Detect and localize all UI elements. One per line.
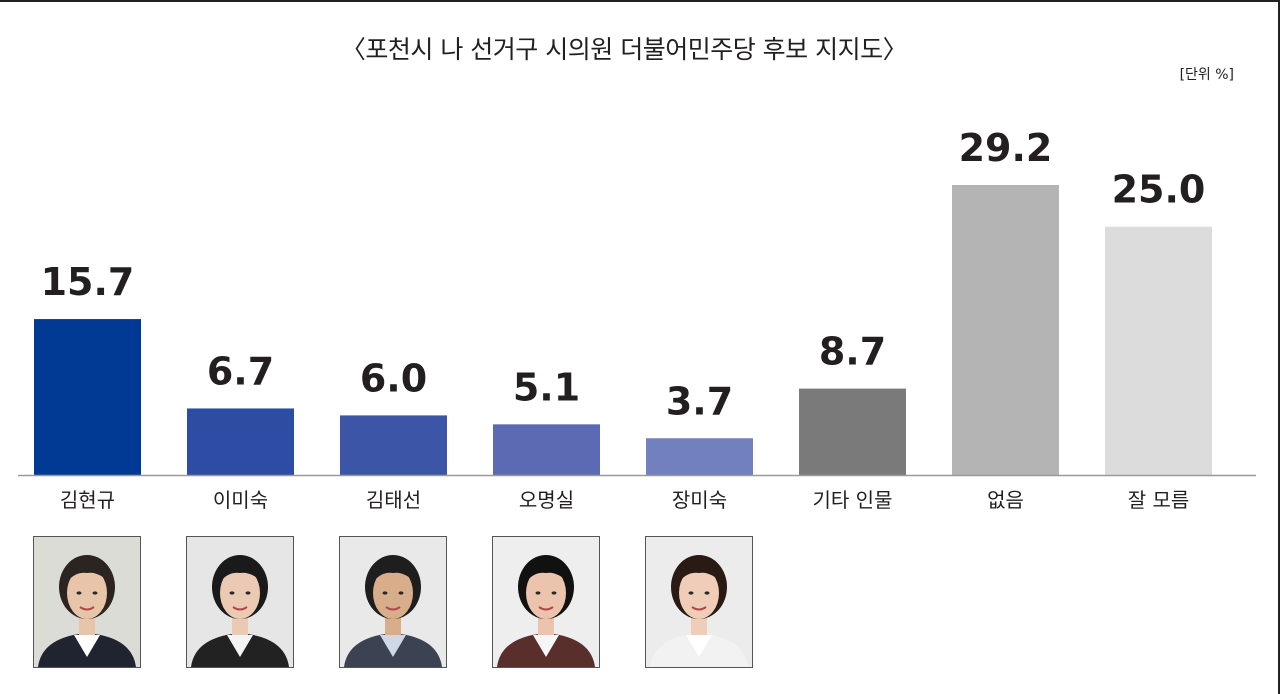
- unit-label: [단위 %]: [1179, 67, 1234, 83]
- value-label-1: 6.7: [207, 349, 274, 393]
- bar-5: [799, 388, 906, 475]
- value-label-0: 15.7: [41, 260, 135, 304]
- bar-1: [187, 408, 294, 475]
- candidate-photo-1: [186, 536, 294, 668]
- category-label-6: 없음: [987, 488, 1024, 512]
- category-label-1: 이미숙: [213, 488, 268, 512]
- value-label-3: 5.1: [513, 365, 580, 409]
- value-label-2: 6.0: [360, 356, 427, 400]
- candidate-photo-3: [492, 536, 600, 668]
- category-label-7: 잘 모름: [1128, 488, 1190, 512]
- bar-chart: 15.7 김현규 6.7 이미숙 6.0 김태선 5.1 오명실 3.7 장미숙 8.7 기타 인물 2…: [18, 126, 1256, 512]
- category-label-0: 김현규: [60, 488, 115, 512]
- value-label-6: 29.2: [959, 126, 1053, 170]
- candidate-photo-0: [33, 536, 141, 668]
- category-label-5: 기타 인물: [813, 488, 893, 512]
- bar-7: [1105, 226, 1212, 475]
- chart-title: 〈포천시 나 선거구 시의원 더불어민주당 후보 지지도〉: [340, 35, 908, 64]
- value-label-7: 25.0: [1112, 168, 1206, 212]
- candidate-photo-4: [645, 536, 753, 668]
- value-label-4: 3.7: [666, 379, 733, 423]
- bar-3: [493, 424, 600, 475]
- category-label-2: 김태선: [366, 488, 421, 512]
- candidate-photo-2: [339, 536, 447, 668]
- bar-0: [34, 319, 141, 475]
- value-label-5: 8.7: [819, 330, 886, 374]
- bar-2: [340, 415, 447, 475]
- bar-4: [646, 438, 753, 475]
- category-label-4: 장미숙: [672, 488, 727, 512]
- frame-right-border: [1278, 0, 1280, 694]
- bar-6: [952, 185, 1059, 475]
- category-label-3: 오명실: [519, 488, 574, 512]
- frame-top-border: [0, 0, 1280, 2]
